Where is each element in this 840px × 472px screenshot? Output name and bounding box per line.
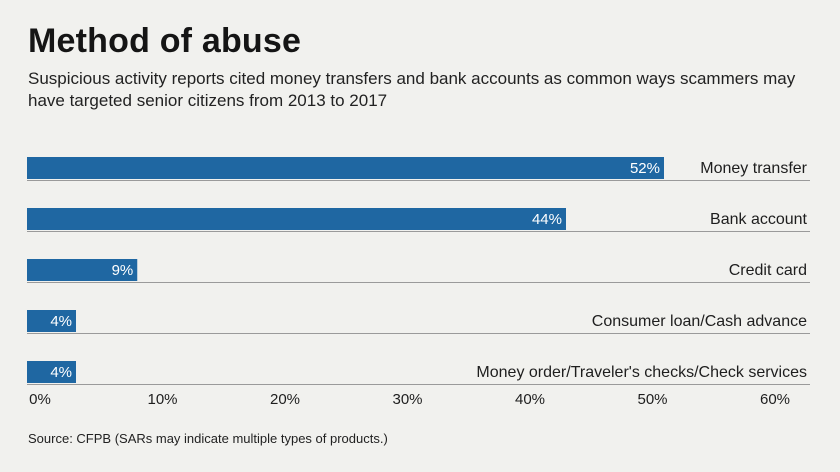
bar-value-label: 4% (50, 364, 72, 381)
bar (27, 157, 664, 179)
category-label: Bank account (710, 211, 808, 228)
bar-value-label: 52% (630, 160, 660, 177)
bar (27, 259, 138, 281)
x-tick-label: 0% (29, 391, 51, 408)
x-tick-label: 20% (270, 391, 300, 408)
source-note: Source: CFPB (SARs may indicate multiple… (28, 431, 388, 446)
category-label: Money transfer (700, 160, 807, 177)
category-label: Money order/Traveler's checks/Check serv… (476, 364, 807, 381)
bar-value-label: 44% (532, 211, 562, 228)
x-tick-label: 40% (515, 391, 545, 408)
bar (27, 310, 76, 332)
category-label: Credit card (729, 262, 807, 279)
category-label: Consumer loan/Cash advance (592, 313, 807, 330)
x-tick-label: 60% (760, 391, 790, 408)
chart-title: Method of abuse (28, 22, 302, 60)
bar-value-label: 4% (50, 313, 72, 330)
x-tick-label: 10% (147, 391, 177, 408)
chart-subtitle: Suspicious activity reports cited money … (28, 69, 796, 110)
bar (27, 208, 566, 230)
bar (27, 361, 76, 383)
bar-value-label: 9% (112, 262, 134, 279)
x-tick-label: 50% (637, 391, 667, 408)
bar-chart: 52% Money transfer 44% Bank account 9% Credit… (27, 157, 810, 408)
x-tick-label: 30% (392, 391, 422, 408)
